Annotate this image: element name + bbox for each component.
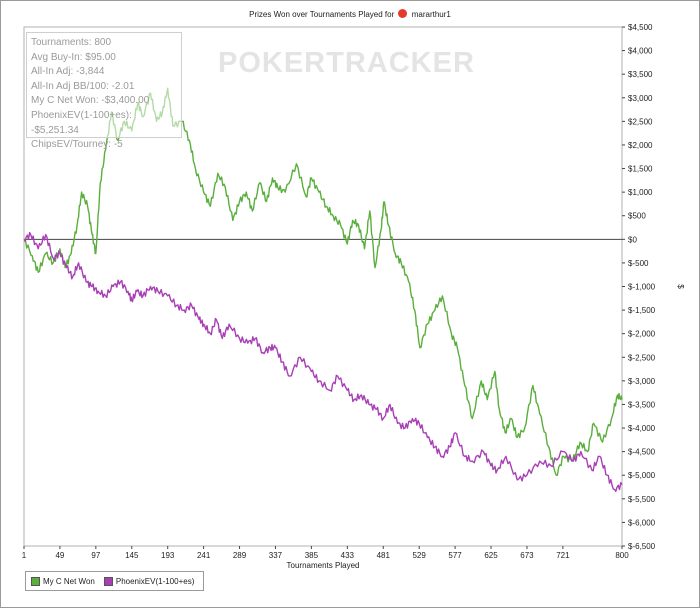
y-axis-label: $ bbox=[676, 284, 685, 289]
chart-title-text: Prizes Won over Tournaments Played for bbox=[249, 10, 395, 19]
legend-label-phoenix-ev: PhoenixEV(1-100+es) bbox=[115, 576, 195, 586]
x-tick-label: 145 bbox=[125, 551, 139, 560]
y-tick-label: $-6,000 bbox=[628, 518, 656, 527]
stats-line: Tournaments: 800 bbox=[31, 37, 112, 48]
x-tick-label: 385 bbox=[305, 551, 319, 560]
y-tick-label: $3,500 bbox=[628, 70, 653, 79]
stats-line: PhoenixEV(1-100+es): -$5,251.34 bbox=[31, 109, 132, 136]
stats-line: My C Net Won: -$3,400.00 bbox=[31, 95, 150, 107]
y-tick-label: $-3,000 bbox=[628, 377, 656, 386]
x-tick-label: 193 bbox=[161, 551, 175, 560]
chart-title: Prizes Won over Tournaments Played for m… bbox=[0, 9, 700, 19]
x-tick-label: 1 bbox=[22, 551, 27, 560]
y-tick-label: $-500 bbox=[628, 259, 649, 268]
x-tick-label: 337 bbox=[269, 551, 283, 560]
pokertracker-watermark: POKERTRACKER bbox=[218, 47, 475, 79]
y-tick-label: $-6,500 bbox=[628, 542, 656, 551]
y-tick-label: $2,500 bbox=[628, 117, 653, 126]
x-tick-label: 241 bbox=[197, 551, 211, 560]
y-tick-label: $-2,500 bbox=[628, 353, 656, 362]
x-tick-label: 481 bbox=[377, 551, 391, 560]
legend-swatch-phoenix-ev bbox=[103, 576, 113, 586]
x-tick-label: 721 bbox=[556, 551, 570, 560]
x-axis-label: Tournaments Played bbox=[287, 561, 360, 570]
stats-line: All-In Adj: -3,844 bbox=[31, 66, 105, 78]
x-tick-label: 433 bbox=[341, 551, 355, 560]
y-tick-label: $-5,500 bbox=[628, 495, 656, 504]
legend-label-net-won: My C Net Won bbox=[43, 576, 95, 586]
y-tick-label: $4,000 bbox=[628, 47, 653, 56]
y-tick-label: $-4,500 bbox=[628, 448, 656, 457]
y-tick-label: $0 bbox=[628, 235, 637, 244]
y-tick-label: $1,500 bbox=[628, 165, 653, 174]
series-line-phoenix-ev bbox=[23, 231, 623, 492]
x-tick-label: 289 bbox=[233, 551, 247, 560]
x-tick-label: 673 bbox=[520, 551, 534, 560]
chart-title-player: mararthur1 bbox=[411, 10, 451, 19]
x-tick-label: 625 bbox=[484, 551, 498, 560]
x-tick-label: 577 bbox=[448, 551, 462, 560]
x-tick-label: 800 bbox=[615, 551, 629, 560]
legend-item-phoenix-ev[interactable]: PhoenixEV(1-100+es) bbox=[103, 576, 195, 586]
chart-legend: My C Net Won PhoenixEV(1-100+es) bbox=[25, 571, 204, 591]
y-tick-label: $2,000 bbox=[628, 141, 653, 150]
legend-item-net-won[interactable]: My C Net Won bbox=[31, 576, 95, 586]
stats-line: Avg Buy-In: $95.00 bbox=[31, 51, 116, 63]
x-tick-label: 529 bbox=[412, 551, 426, 560]
y-tick-label: $1,000 bbox=[628, 188, 653, 197]
y-tick-label: $-4,000 bbox=[628, 424, 656, 433]
y-tick-label: $-2,000 bbox=[628, 330, 656, 339]
y-tick-label: $500 bbox=[628, 212, 646, 221]
y-tick-label: $4,500 bbox=[628, 23, 653, 32]
x-tick-label: 97 bbox=[91, 551, 100, 560]
legend-swatch-net-won bbox=[31, 576, 40, 586]
stats-line: ChipsEV/Tourney: -5 bbox=[31, 139, 123, 151]
y-tick-label: $-5,000 bbox=[628, 471, 656, 480]
x-tick-label: 49 bbox=[55, 551, 64, 560]
y-tick-label: $-3,500 bbox=[628, 400, 656, 409]
y-tick-label: $3,000 bbox=[628, 94, 653, 103]
stats-line: All-In Adj BB/100: -2.01 bbox=[31, 80, 135, 92]
y-tick-label: $-1,500 bbox=[628, 306, 656, 315]
y-tick-label: $-1,000 bbox=[628, 283, 656, 292]
stats-box: Tournaments: 800 Avg Buy-In: $95.00 All-… bbox=[26, 32, 182, 150]
pokertracker-logo-icon bbox=[398, 9, 408, 18]
